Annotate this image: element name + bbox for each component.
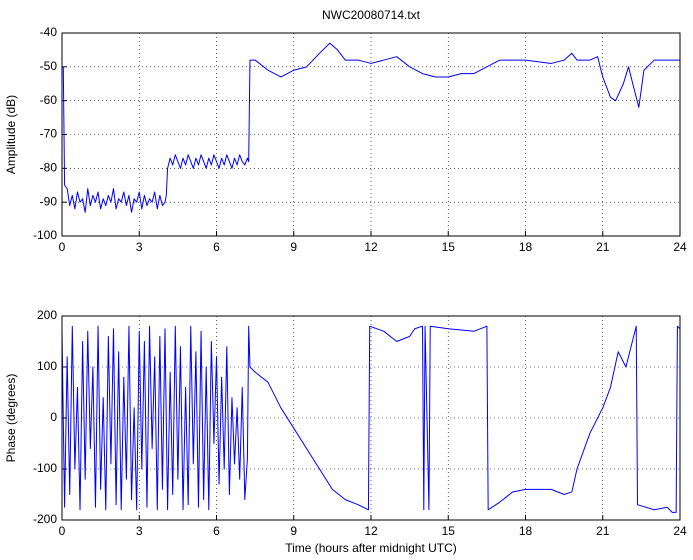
data-line: [62, 42, 680, 213]
plot-frame: [61, 315, 681, 521]
x-tick-label: 12: [364, 240, 378, 254]
x-tick-label: 6: [213, 240, 220, 254]
x-tick-label: 15: [442, 240, 456, 254]
x-tick-label: 21: [596, 240, 610, 254]
y-tick-label: -90: [40, 194, 58, 208]
x-tick-label: 24: [673, 240, 687, 254]
y-tick-label: -200: [33, 512, 57, 526]
y-tick-label: -100: [33, 461, 57, 475]
y-tick-label: -70: [40, 127, 58, 141]
y-axis-label: Amplitude (dB): [4, 95, 18, 174]
y-tick-label: -80: [40, 161, 58, 175]
x-tick-label: 24: [673, 524, 687, 538]
y-axis-label: Phase (degrees): [4, 374, 18, 463]
x-tick-label: 3: [136, 240, 143, 254]
y-tick-label: -50: [40, 59, 58, 73]
y-tick-label: 0: [50, 410, 57, 424]
x-tick-label: 12: [364, 524, 378, 538]
data-line: [62, 325, 680, 513]
chart-title: NWC20080714.txt: [322, 8, 421, 22]
x-tick-label: 0: [59, 240, 66, 254]
y-tick-label: -100: [33, 228, 57, 242]
x-tick-label: 3: [136, 524, 143, 538]
y-tick-label: 100: [37, 359, 57, 373]
x-tick-label: 9: [290, 240, 297, 254]
x-tick-label: 9: [290, 524, 297, 538]
plot-frame: [61, 32, 681, 237]
x-tick-label: 18: [519, 524, 533, 538]
x-tick-label: 18: [519, 240, 533, 254]
x-tick-label: 0: [59, 524, 66, 538]
x-tick-label: 15: [442, 524, 456, 538]
x-tick-label: 6: [213, 524, 220, 538]
y-tick-label: 200: [37, 308, 57, 322]
y-tick-label: -40: [40, 25, 58, 39]
x-tick-label: 21: [596, 524, 610, 538]
x-axis-label: Time (hours after midnight UTC): [285, 541, 457, 555]
y-tick-label: -60: [40, 93, 58, 107]
